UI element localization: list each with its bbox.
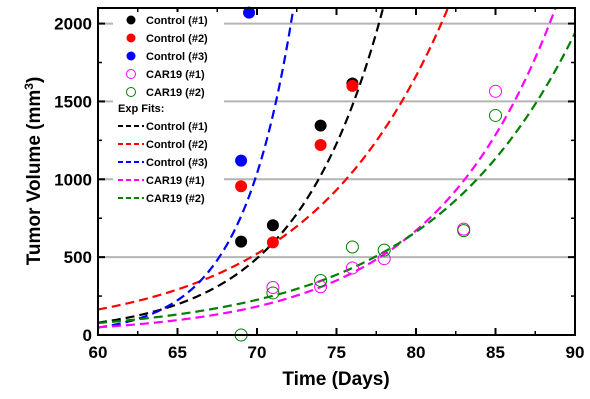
- legend-fit-label-3: Control (#3): [146, 157, 208, 169]
- legend-fit-label-4: CAR19 (#1): [146, 175, 205, 187]
- legend-fit-label-5: CAR19 (#2): [146, 193, 205, 205]
- x-tick-label-85: 85: [486, 343, 505, 362]
- y-axis-title-main: Tumor Volume (mm: [24, 90, 45, 266]
- legend-label-3: Control (#3): [146, 51, 208, 63]
- data-points: [234, 6, 502, 342]
- y-tick-label-0: 0: [83, 326, 92, 345]
- fit-line-2: [98, 8, 450, 311]
- legend-fit-label-2: Control (#2): [146, 139, 208, 151]
- x-axis-title: Time (Days): [282, 369, 389, 390]
- y-tick-label-2000: 2000: [54, 15, 92, 34]
- legend-marker-4: [126, 69, 136, 79]
- data-point-s4-6: [489, 84, 502, 98]
- data-point-s5-6: [457, 224, 471, 238]
- x-tick-label-75: 75: [327, 343, 346, 362]
- x-tick-label-65: 65: [168, 343, 187, 362]
- data-point-s4-3: [345, 261, 359, 275]
- data-point-s2-3: [314, 139, 327, 152]
- data-point-s5-2: [266, 286, 280, 300]
- x-tick-label-60: 60: [89, 343, 108, 362]
- y-axis-title-superscript: 3: [22, 83, 36, 90]
- legend-marker-2: [126, 33, 136, 43]
- data-point-s5-3: [314, 274, 328, 287]
- data-point-s3-1: [235, 154, 248, 167]
- legend-marker-5: [126, 87, 136, 97]
- x-tick-label-90: 90: [566, 343, 585, 362]
- data-point-s2-2: [266, 236, 279, 249]
- legend-label-4: CAR19 (#1): [146, 69, 205, 81]
- y-axis-title-close: ): [24, 77, 45, 83]
- fit-line-4: [98, 8, 557, 329]
- axis-ticks: 60 65 70 75 80 85 90 0 500 1000 1500 2000: [54, 8, 584, 362]
- data-point-s1-3: [314, 119, 327, 132]
- data-point-s5-7: [489, 108, 502, 122]
- fit-line-3: [98, 8, 295, 329]
- data-point-s5-5: [377, 243, 391, 257]
- legend-marker-1: [126, 15, 136, 25]
- fit-line-1: [98, 8, 385, 324]
- legend-label-5: CAR19 (#2): [146, 87, 205, 99]
- x-tick-label-70: 70: [248, 343, 267, 362]
- data-point-s4-4: [377, 252, 391, 266]
- data-point-s2-1: [235, 180, 248, 193]
- legend-fit-heading: Exp Fits:: [118, 103, 164, 115]
- fit-curves: [98, 8, 575, 329]
- data-point-s3-2: [243, 6, 256, 19]
- legend-label-1: Control (#1): [146, 15, 208, 27]
- fit-line-5: [98, 32, 575, 325]
- y-tick-label-1500: 1500: [54, 92, 92, 111]
- data-point-s4-2: [314, 280, 328, 294]
- legend-box: [113, 12, 224, 204]
- data-point-s1-1: [235, 235, 248, 248]
- legend: Control (#1) Control (#2) Control (#3) CAR1…: [113, 12, 224, 205]
- y-tick-label-1000: 1000: [54, 170, 92, 189]
- data-point-s2-4: [346, 79, 359, 92]
- y-axis-title: Tumor Volume (mm3): [22, 77, 45, 266]
- x-tick-label-80: 80: [407, 343, 426, 362]
- data-point-s4-1: [266, 281, 280, 295]
- legend-marker-3: [126, 51, 136, 61]
- legend-fit-label-1: Control (#1): [146, 121, 208, 133]
- y-tick-label-500: 500: [64, 248, 92, 267]
- data-point-s5-4: [345, 240, 359, 254]
- legend-label-2: Control (#2): [146, 33, 208, 45]
- data-point-s1-2: [266, 219, 279, 232]
